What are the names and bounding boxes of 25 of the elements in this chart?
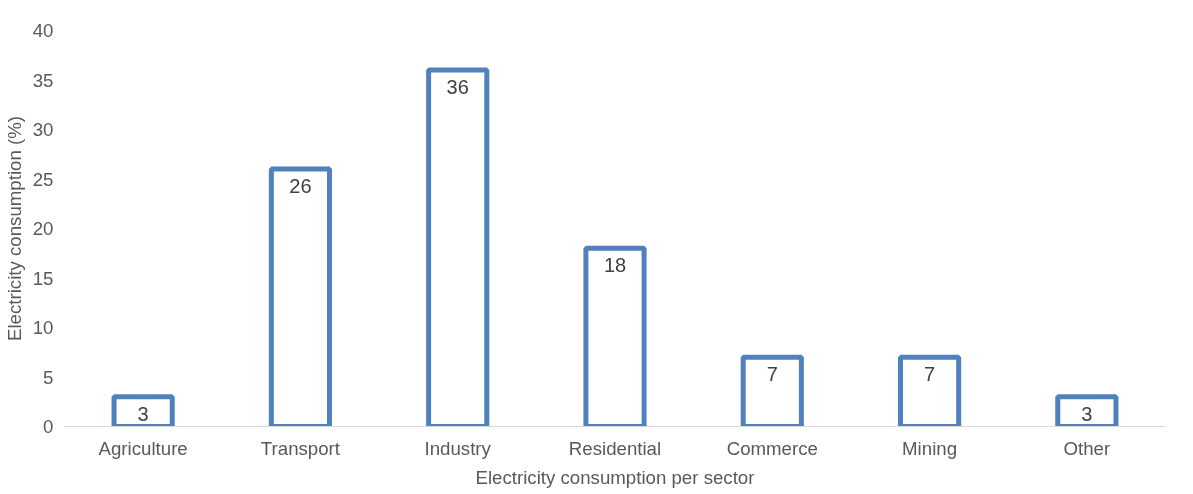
y-tick-label: 20 — [32, 218, 54, 239]
y-tick-label: 30 — [32, 119, 54, 140]
data-label: 36 — [446, 76, 469, 99]
x-tick-label: Commerce — [726, 437, 818, 459]
y-tick-label: 0 — [43, 416, 54, 437]
x-tick-label: Mining — [902, 437, 958, 459]
x-tick-label: Industry — [424, 437, 492, 459]
y-tick-label: 5 — [43, 366, 54, 388]
data-label: 3 — [137, 402, 149, 425]
x-tick-label: Residential — [568, 437, 662, 459]
data-label: 26 — [289, 175, 312, 198]
data-label: 7 — [766, 363, 778, 386]
x-tick-label: Agriculture — [98, 437, 188, 459]
y-tick-label: 35 — [32, 69, 54, 91]
y-tick-label: 10 — [32, 317, 54, 338]
x-tick-label: Other — [1063, 437, 1111, 459]
data-label: 7 — [924, 363, 936, 386]
y-axis-title: Electricity consumption (%) — [3, 116, 25, 341]
x-tick-label: Transport — [260, 437, 341, 459]
y-tick-label: 40 — [32, 20, 54, 41]
x-axis-title: Electricity consumption per sector — [475, 466, 755, 488]
data-label: 18 — [603, 254, 627, 277]
y-tick-label: 25 — [32, 168, 54, 190]
data-label: 3 — [1081, 402, 1093, 425]
y-tick-label: 15 — [32, 267, 54, 289]
